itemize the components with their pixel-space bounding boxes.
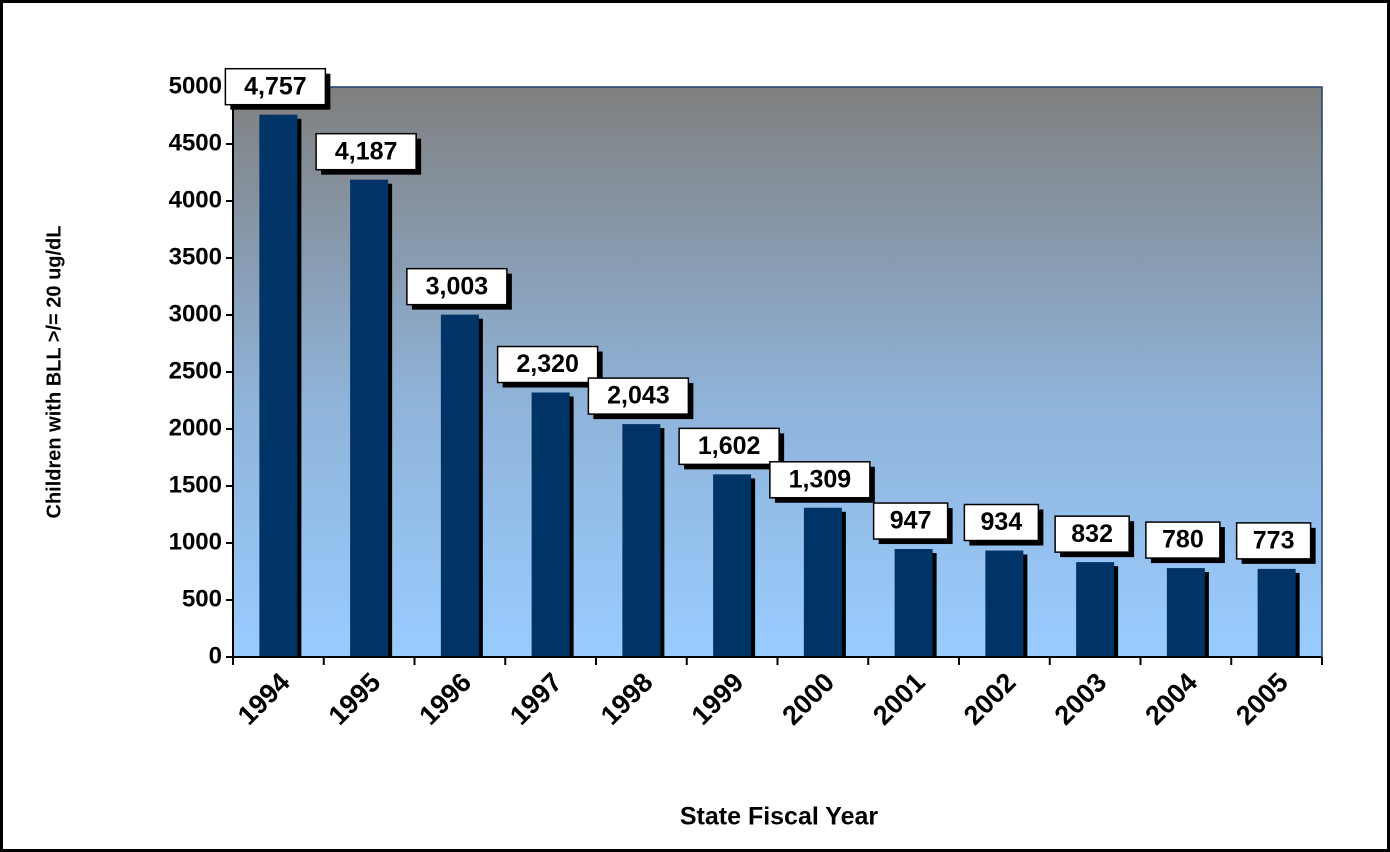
y-tick-label: 2500 (169, 357, 222, 384)
value-label: 773 (1253, 526, 1295, 554)
y-axis-title: Children with BLL >/= 20 ug/dL (43, 226, 65, 519)
value-label: 934 (981, 508, 1023, 536)
label-box (496, 345, 599, 384)
y-tick-label: 3500 (169, 243, 222, 270)
y-tick-label: 2000 (169, 414, 222, 441)
label-box (872, 502, 949, 540)
x-axis-title: State Fiscal Year (680, 803, 879, 831)
label-box (587, 377, 690, 415)
value-label: 4,187 (335, 137, 398, 165)
bar (531, 392, 570, 657)
bar (985, 550, 1024, 657)
value-label: 947 (890, 507, 932, 535)
label-box (224, 67, 327, 106)
bar (350, 179, 389, 657)
label-box (315, 132, 417, 171)
label-box (678, 427, 780, 466)
bar (259, 114, 298, 657)
label-box (963, 503, 1040, 542)
y-tick-label: 1500 (169, 471, 222, 498)
label-box (406, 267, 508, 306)
label-box (1235, 522, 1312, 560)
label-box (1054, 515, 1130, 553)
y-tick-label: 5000 (169, 72, 222, 99)
bar (1257, 568, 1296, 657)
y-tick-label: 3000 (169, 300, 222, 327)
y-tick-label: 1000 (169, 528, 222, 555)
value-label: 832 (1071, 520, 1113, 548)
value-label: 2,320 (516, 350, 579, 378)
bar (1166, 568, 1205, 657)
y-tick-label: 4000 (169, 186, 222, 213)
plot-area (232, 86, 1323, 658)
value-label: 1,309 (789, 465, 852, 493)
y-tick-label: 4500 (169, 129, 222, 156)
bar (622, 424, 661, 657)
y-tick-label: 500 (182, 585, 222, 612)
value-label: 780 (1162, 526, 1204, 554)
bar (440, 314, 479, 657)
value-label: 2,043 (607, 382, 670, 410)
bar (894, 549, 933, 657)
y-tick-label: 0 (209, 642, 222, 669)
bar (713, 474, 752, 657)
value-label: 1,602 (698, 432, 761, 460)
label-box (769, 461, 871, 499)
bar (1076, 562, 1115, 657)
label-box (1145, 521, 1221, 559)
value-label: 3,003 (426, 272, 489, 300)
value-label: 4,757 (244, 72, 307, 100)
bar (803, 507, 842, 657)
